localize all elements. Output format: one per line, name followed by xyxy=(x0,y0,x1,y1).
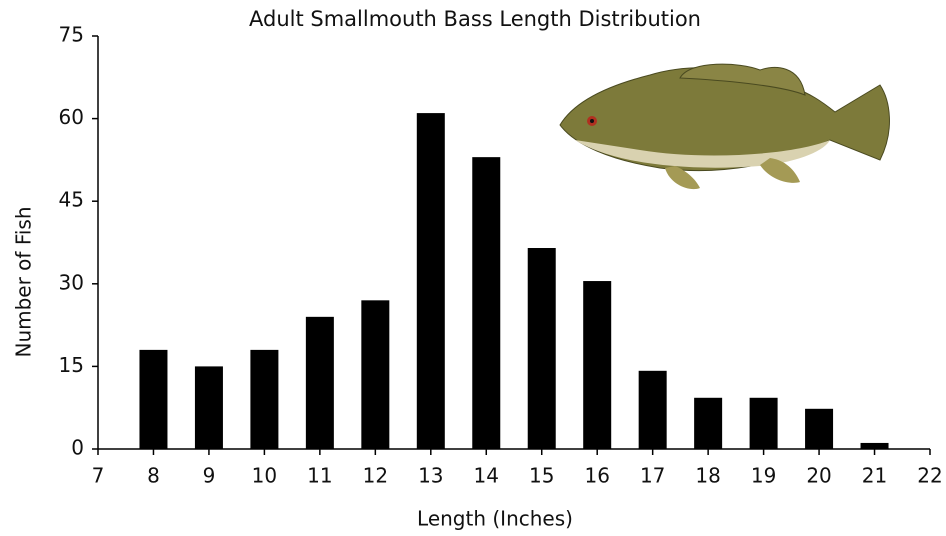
bar xyxy=(361,300,389,449)
x-tick-label: 13 xyxy=(418,464,443,488)
fish-illustration xyxy=(560,64,889,189)
bar xyxy=(195,366,223,449)
x-tick-label: 22 xyxy=(917,464,942,488)
x-tick-label: 11 xyxy=(307,464,332,488)
y-tick-label: 75 xyxy=(59,23,84,47)
bar xyxy=(639,371,667,449)
x-tick-label: 8 xyxy=(147,464,160,488)
x-tick-label: 18 xyxy=(695,464,720,488)
x-tick-label: 14 xyxy=(474,464,499,488)
bar xyxy=(750,398,778,449)
x-tick-label: 21 xyxy=(862,464,887,488)
y-axis-label: Number of Fish xyxy=(12,206,36,357)
bar xyxy=(306,317,334,449)
chart-title: Adult Smallmouth Bass Length Distributio… xyxy=(249,7,701,31)
x-tick-label: 12 xyxy=(363,464,388,488)
bar xyxy=(250,350,278,449)
x-tick-label: 17 xyxy=(640,464,665,488)
x-axis-label: Length (Inches) xyxy=(417,507,573,531)
x-tick-label: 7 xyxy=(92,464,105,488)
chart: Adult Smallmouth Bass Length Distributio… xyxy=(0,0,946,536)
bar xyxy=(139,350,167,449)
x-tick-label: 16 xyxy=(584,464,609,488)
x-tick-label: 20 xyxy=(806,464,831,488)
y-tick-label: 45 xyxy=(59,188,84,212)
bar xyxy=(472,157,500,449)
x-tick-label: 19 xyxy=(751,464,776,488)
bar xyxy=(805,409,833,449)
x-tick-label: 9 xyxy=(203,464,216,488)
y-tick-label: 60 xyxy=(59,105,84,129)
bar xyxy=(583,281,611,449)
y-tick-label: 0 xyxy=(71,436,84,460)
x-tick-label: 10 xyxy=(252,464,277,488)
x-tick-label: 15 xyxy=(529,464,554,488)
bar xyxy=(861,443,889,449)
y-tick-label: 15 xyxy=(59,353,84,377)
bar xyxy=(417,113,445,449)
bar xyxy=(528,248,556,449)
y-tick-label: 30 xyxy=(59,270,84,294)
bar xyxy=(694,398,722,449)
